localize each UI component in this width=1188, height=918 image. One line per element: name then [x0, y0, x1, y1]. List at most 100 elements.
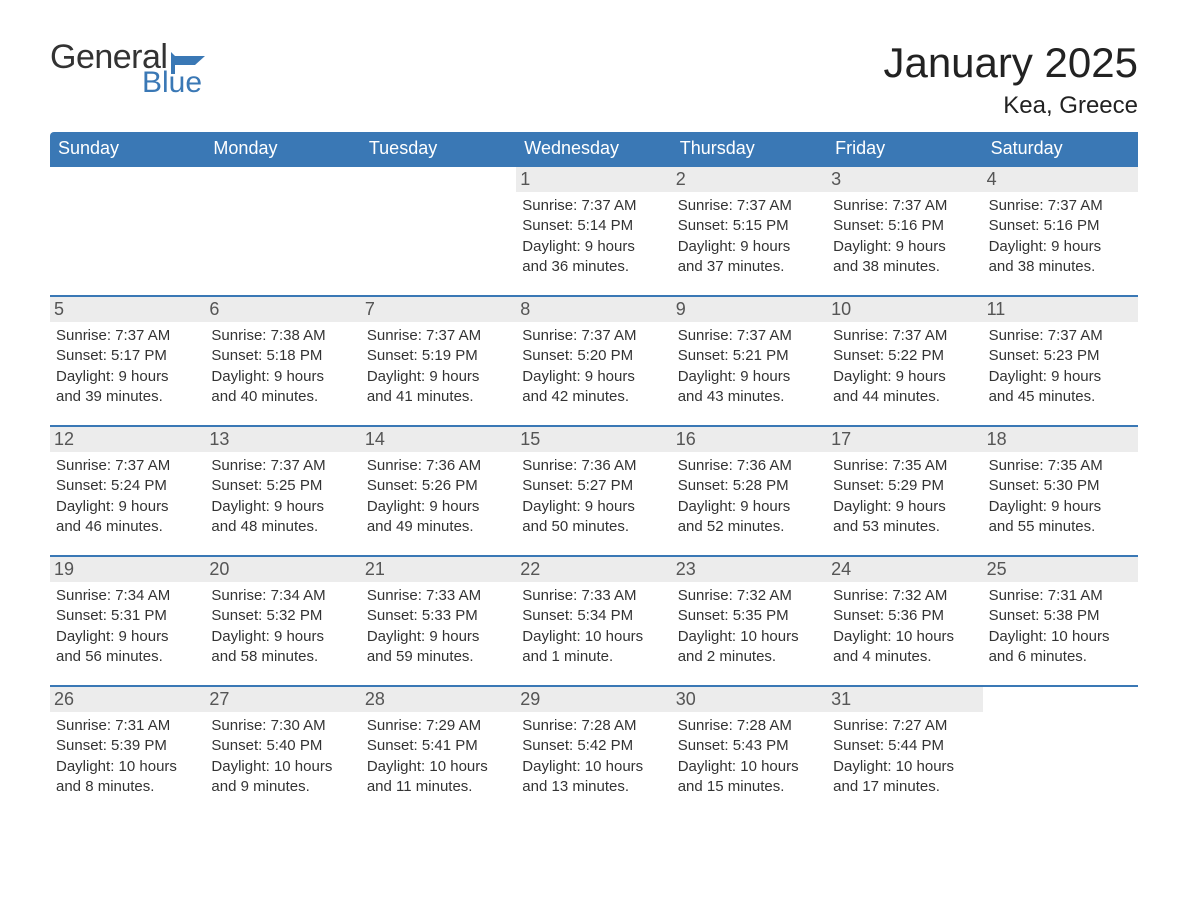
- calendar-cell: 31Sunrise: 7:27 AMSunset: 5:44 PMDayligh…: [827, 685, 982, 815]
- sunset-text: Sunset: 5:31 PM: [56, 606, 199, 626]
- day-info: Sunrise: 7:36 AMSunset: 5:26 PMDaylight:…: [367, 456, 510, 537]
- day-info: Sunrise: 7:37 AMSunset: 5:19 PMDaylight:…: [367, 326, 510, 407]
- sunset-text: Sunset: 5:33 PM: [367, 606, 510, 626]
- sunrise-text: Sunrise: 7:37 AM: [678, 326, 821, 346]
- daylight2-text: and 52 minutes.: [678, 517, 821, 537]
- daylight1-text: Daylight: 9 hours: [989, 367, 1132, 387]
- sunset-text: Sunset: 5:16 PM: [833, 216, 976, 236]
- daylight1-text: Daylight: 9 hours: [56, 367, 199, 387]
- daylight2-text: and 1 minute.: [522, 647, 665, 667]
- calendar-cell-blank: [361, 165, 516, 295]
- day-info: Sunrise: 7:37 AMSunset: 5:24 PMDaylight:…: [56, 456, 199, 537]
- daylight1-text: Daylight: 9 hours: [833, 237, 976, 257]
- day-number: 20: [205, 557, 360, 582]
- day-number: 9: [672, 297, 827, 322]
- sunset-text: Sunset: 5:43 PM: [678, 736, 821, 756]
- day-info: Sunrise: 7:36 AMSunset: 5:28 PMDaylight:…: [678, 456, 821, 537]
- daylight1-text: Daylight: 9 hours: [522, 497, 665, 517]
- sunrise-text: Sunrise: 7:33 AM: [522, 586, 665, 606]
- calendar-cell: 26Sunrise: 7:31 AMSunset: 5:39 PMDayligh…: [50, 685, 205, 815]
- daylight2-text: and 48 minutes.: [211, 517, 354, 537]
- calendar-cell: 7 Sunrise: 7:37 AMSunset: 5:19 PMDaylight…: [361, 295, 516, 425]
- sunset-text: Sunset: 5:20 PM: [522, 346, 665, 366]
- daylight2-text: and 41 minutes.: [367, 387, 510, 407]
- day-info: Sunrise: 7:37 AMSunset: 5:17 PMDaylight:…: [56, 326, 199, 407]
- sunset-text: Sunset: 5:25 PM: [211, 476, 354, 496]
- day-info: Sunrise: 7:35 AMSunset: 5:30 PMDaylight:…: [989, 456, 1132, 537]
- day-number: 28: [361, 687, 516, 712]
- sunset-text: Sunset: 5:23 PM: [989, 346, 1132, 366]
- calendar-cell: 27Sunrise: 7:30 AMSunset: 5:40 PMDayligh…: [205, 685, 360, 815]
- daylight1-text: Daylight: 9 hours: [833, 497, 976, 517]
- sunset-text: Sunset: 5:27 PM: [522, 476, 665, 496]
- daylight2-text: and 50 minutes.: [522, 517, 665, 537]
- day-number: 31: [827, 687, 982, 712]
- sunrise-text: Sunrise: 7:38 AM: [211, 326, 354, 346]
- day-info: Sunrise: 7:31 AMSunset: 5:38 PMDaylight:…: [989, 586, 1132, 667]
- sunrise-text: Sunrise: 7:32 AM: [678, 586, 821, 606]
- day-number: 16: [672, 427, 827, 452]
- sunrise-text: Sunrise: 7:37 AM: [678, 196, 821, 216]
- sunset-text: Sunset: 5:14 PM: [522, 216, 665, 236]
- sunrise-text: Sunrise: 7:36 AM: [367, 456, 510, 476]
- sunset-text: Sunset: 5:18 PM: [211, 346, 354, 366]
- daylight1-text: Daylight: 10 hours: [56, 757, 199, 777]
- sunset-text: Sunset: 5:26 PM: [367, 476, 510, 496]
- sunrise-text: Sunrise: 7:37 AM: [56, 456, 199, 476]
- daylight1-text: Daylight: 9 hours: [367, 627, 510, 647]
- day-number: 30: [672, 687, 827, 712]
- day-number: 11: [983, 297, 1138, 322]
- calendar-cell-blank: [50, 165, 205, 295]
- day-info: Sunrise: 7:37 AMSunset: 5:21 PMDaylight:…: [678, 326, 821, 407]
- sunrise-text: Sunrise: 7:37 AM: [522, 196, 665, 216]
- day-info: Sunrise: 7:33 AMSunset: 5:33 PMDaylight:…: [367, 586, 510, 667]
- month-title: January 2025: [883, 40, 1138, 86]
- day-info: Sunrise: 7:28 AMSunset: 5:42 PMDaylight:…: [522, 716, 665, 797]
- sunset-text: Sunset: 5:39 PM: [56, 736, 199, 756]
- title-block: January 2025 Kea, Greece: [883, 40, 1138, 120]
- sunset-text: Sunset: 5:22 PM: [833, 346, 976, 366]
- sunset-text: Sunset: 5:42 PM: [522, 736, 665, 756]
- day-info: Sunrise: 7:36 AMSunset: 5:27 PMDaylight:…: [522, 456, 665, 537]
- daylight1-text: Daylight: 10 hours: [678, 627, 821, 647]
- calendar-cell: 22Sunrise: 7:33 AMSunset: 5:34 PMDayligh…: [516, 555, 671, 685]
- daylight2-text: and 11 minutes.: [367, 777, 510, 797]
- day-number: 24: [827, 557, 982, 582]
- daylight1-text: Daylight: 10 hours: [989, 627, 1132, 647]
- day-info: Sunrise: 7:28 AMSunset: 5:43 PMDaylight:…: [678, 716, 821, 797]
- column-header: Sunday: [50, 132, 205, 165]
- calendar-cell: 9 Sunrise: 7:37 AMSunset: 5:21 PMDaylight…: [672, 295, 827, 425]
- day-info: Sunrise: 7:37 AMSunset: 5:22 PMDaylight:…: [833, 326, 976, 407]
- sunset-text: Sunset: 5:29 PM: [833, 476, 976, 496]
- sunset-text: Sunset: 5:30 PM: [989, 476, 1132, 496]
- calendar-cell: 20Sunrise: 7:34 AMSunset: 5:32 PMDayligh…: [205, 555, 360, 685]
- day-number: 7: [361, 297, 516, 322]
- daylight2-text: and 55 minutes.: [989, 517, 1132, 537]
- daylight1-text: Daylight: 9 hours: [211, 497, 354, 517]
- daylight2-text: and 4 minutes.: [833, 647, 976, 667]
- daylight2-text: and 6 minutes.: [989, 647, 1132, 667]
- daylight2-text: and 38 minutes.: [989, 257, 1132, 277]
- daylight2-text: and 58 minutes.: [211, 647, 354, 667]
- daylight1-text: Daylight: 10 hours: [833, 627, 976, 647]
- sunset-text: Sunset: 5:28 PM: [678, 476, 821, 496]
- sunrise-text: Sunrise: 7:33 AM: [367, 586, 510, 606]
- day-number: 17: [827, 427, 982, 452]
- calendar-cell: 4Sunrise: 7:37 AMSunset: 5:16 PMDaylight…: [983, 165, 1138, 295]
- column-header: Thursday: [672, 132, 827, 165]
- calendar-cell: 10Sunrise: 7:37 AMSunset: 5:22 PMDayligh…: [827, 295, 982, 425]
- calendar-cell: 15 Sunrise: 7:36 AMSunset: 5:27 PMDayligh…: [516, 425, 671, 555]
- sunrise-text: Sunrise: 7:37 AM: [56, 326, 199, 346]
- day-info: Sunrise: 7:33 AMSunset: 5:34 PMDaylight:…: [522, 586, 665, 667]
- daylight1-text: Daylight: 10 hours: [522, 627, 665, 647]
- sunrise-text: Sunrise: 7:34 AM: [211, 586, 354, 606]
- calendar-cell: 24Sunrise: 7:32 AMSunset: 5:36 PMDayligh…: [827, 555, 982, 685]
- day-number: 15: [516, 427, 671, 452]
- day-number: 21: [361, 557, 516, 582]
- calendar-cell: 13Sunrise: 7:37 AMSunset: 5:25 PMDayligh…: [205, 425, 360, 555]
- sunset-text: Sunset: 5:41 PM: [367, 736, 510, 756]
- day-number: 23: [672, 557, 827, 582]
- day-info: Sunrise: 7:37 AMSunset: 5:23 PMDaylight:…: [989, 326, 1132, 407]
- daylight1-text: Daylight: 10 hours: [678, 757, 821, 777]
- daylight2-text: and 39 minutes.: [56, 387, 199, 407]
